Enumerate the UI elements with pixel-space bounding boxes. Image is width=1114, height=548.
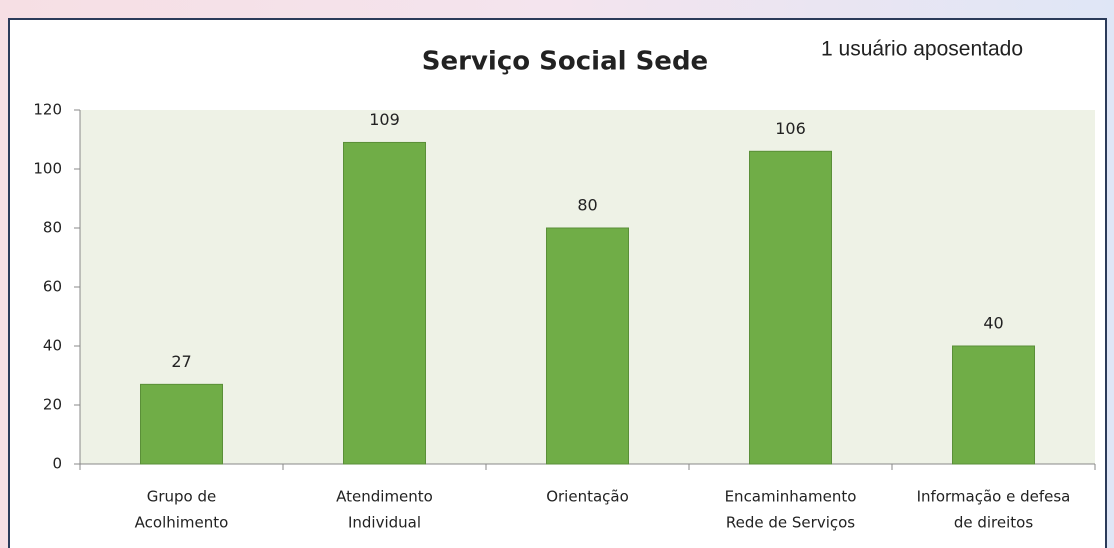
data-label: 106 — [775, 119, 806, 138]
y-tick-label: 20 — [43, 396, 62, 414]
x-tick-label: Informação e defesa — [917, 488, 1071, 506]
x-tick-label: Acolhimento — [135, 514, 229, 532]
data-label: 40 — [983, 314, 1003, 333]
y-tick-label: 120 — [33, 101, 62, 119]
x-tick-label: Encaminhamento — [725, 488, 857, 506]
data-label: 109 — [369, 110, 400, 129]
bar — [952, 345, 1035, 465]
x-tick-label: Individual — [348, 514, 421, 532]
x-tick-label: Orientação — [546, 488, 629, 506]
y-tick-label: 60 — [43, 278, 62, 296]
x-tick-label: Rede de Serviços — [726, 514, 855, 532]
chart-title: Serviço Social Sede — [422, 47, 708, 77]
bar — [749, 150, 832, 465]
x-tick-label: de direitos — [954, 514, 1033, 532]
bar — [343, 141, 426, 465]
x-tick-label: Atendimento — [336, 488, 433, 506]
y-tick-label: 80 — [43, 219, 62, 237]
data-label: 27 — [171, 352, 191, 371]
y-tick-label: 40 — [43, 337, 62, 355]
x-tick-label: Grupo de — [147, 488, 217, 506]
data-label: 80 — [577, 196, 597, 215]
bar — [546, 227, 629, 465]
y-tick-label: 0 — [52, 455, 62, 473]
bar — [140, 383, 223, 465]
y-tick-label: 100 — [33, 160, 62, 178]
annotation: 1 usuário aposentado — [821, 38, 1023, 61]
